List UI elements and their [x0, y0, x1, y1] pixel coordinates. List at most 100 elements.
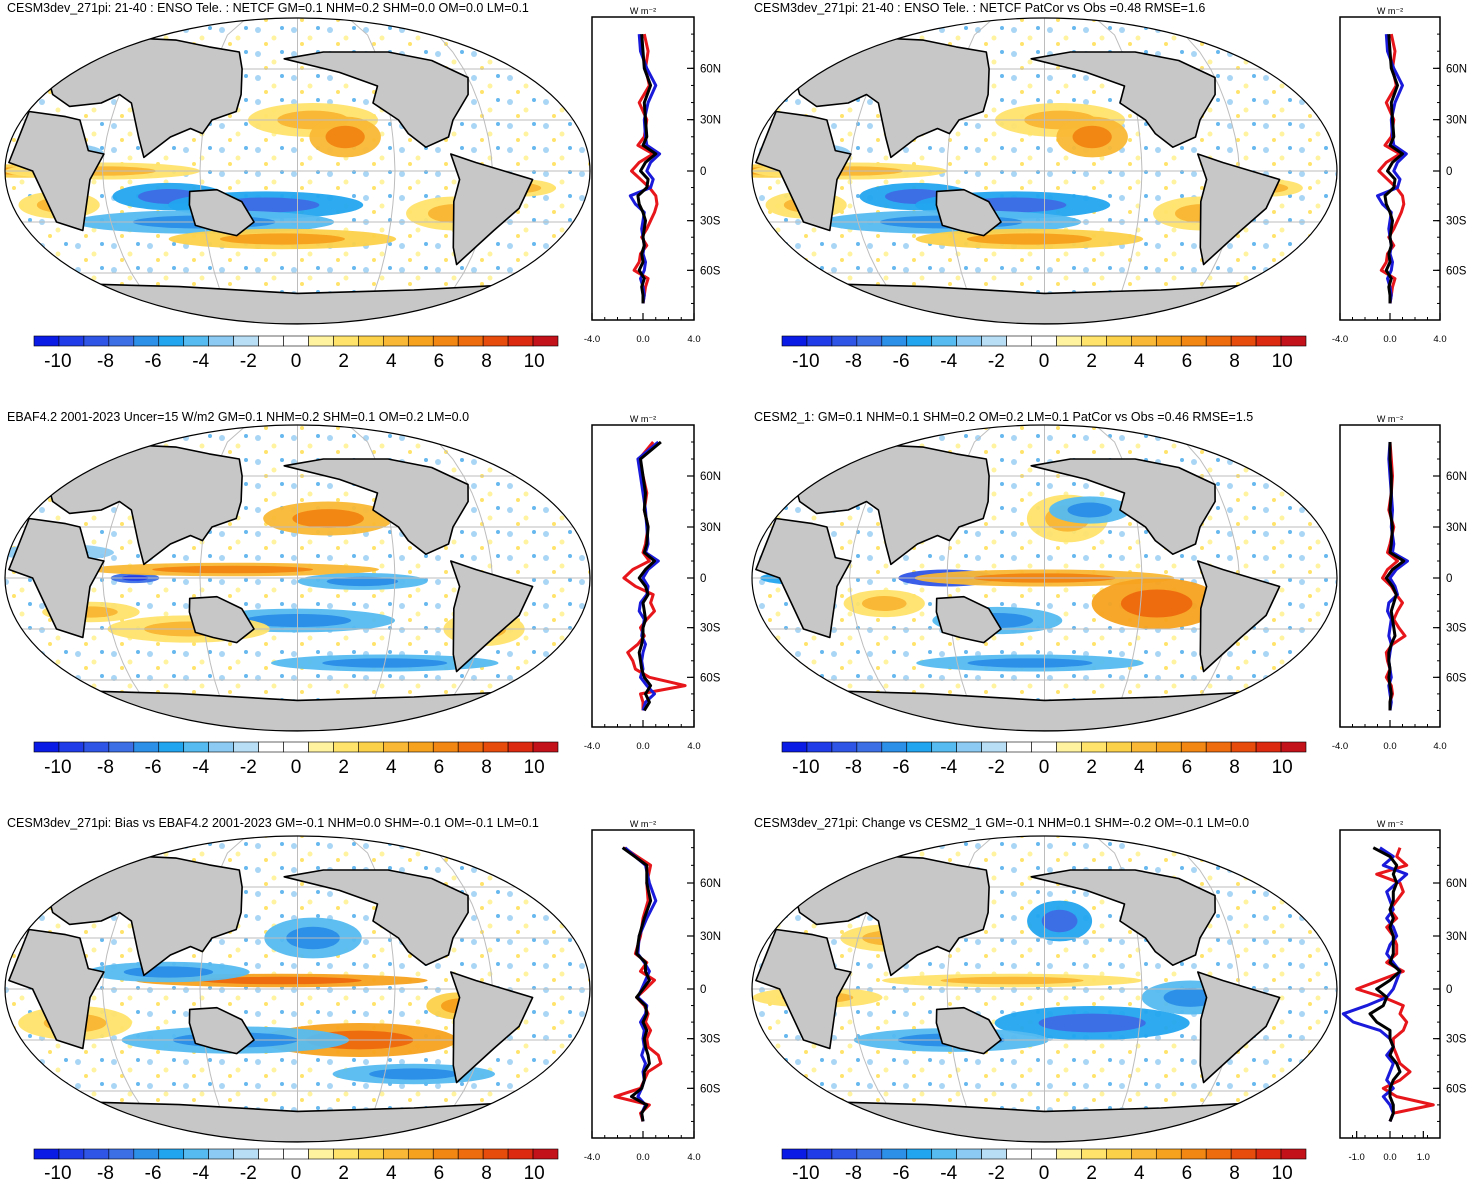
- colorbar-tick-label: -2: [988, 1163, 1005, 1184]
- colorbar-swatch: [1280, 1148, 1307, 1160]
- profile-units: W m⁻²: [630, 6, 656, 16]
- colorbar: -10 -8 -6 -4 -2 0 2 4 6 8 10: [781, 741, 1307, 778]
- colorbar-swatch: [58, 335, 85, 347]
- colorbar-tick-label: -2: [988, 757, 1005, 778]
- colorbar-tick-label: 6: [434, 351, 445, 372]
- colorbar-swatch: [83, 335, 110, 347]
- lat-tick-label: 30S: [700, 216, 721, 228]
- map-outline: [4, 835, 591, 1143]
- x-tick-label: 1.0: [1417, 1152, 1430, 1163]
- anomaly-core: [123, 966, 214, 978]
- colorbar-swatch: [33, 741, 60, 753]
- map-outline: [4, 424, 591, 732]
- x-tick-label: -4.0: [584, 741, 600, 752]
- x-tick-label: 4.0: [687, 1152, 700, 1163]
- colorbar-tick-label: 10: [1272, 757, 1293, 778]
- colorbar-swatch: [507, 741, 534, 753]
- land-eurasia: [40, 855, 243, 977]
- colorbar-tick-label: 4: [1134, 351, 1145, 372]
- zonal-profile: W m⁻² 60N 30N 0 30S 60S -4.0 0.0 4.0: [584, 819, 721, 1163]
- colorbar-swatch: [1106, 741, 1132, 753]
- map-field: [5, 425, 590, 731]
- panel: CESM3dev_271pi: 21-40 : ENSO Tele. : NET…: [751, 1, 1467, 372]
- colorbar-swatch: [83, 1148, 110, 1160]
- colorbar-tick-label: 8: [1229, 1163, 1240, 1184]
- anomaly-core: [152, 565, 314, 574]
- land-eurasia: [40, 444, 243, 566]
- colorbar-swatch: [133, 335, 160, 347]
- colorbar-swatch: [482, 1148, 509, 1160]
- colorbar-swatch: [881, 1148, 908, 1160]
- colorbar-tick-label: -4: [192, 1163, 209, 1184]
- colorbar-tick-label: -10: [44, 1163, 71, 1184]
- land-namerica: [1030, 51, 1216, 148]
- x-tick-label: 0.0: [636, 1152, 649, 1163]
- colorbar-swatch: [482, 335, 509, 347]
- colorbar-swatch: [1205, 1148, 1232, 1160]
- x-tick-label: 0.0: [1383, 1152, 1396, 1163]
- land-samerica: [450, 560, 534, 673]
- panel-title: CESM3dev_271pi: 21-40 : ENSO Tele. : NET…: [754, 1, 1205, 15]
- profile-line-model: [613, 846, 663, 1122]
- panel: CESM3dev_271pi: 21-40 : ENSO Tele. : NET…: [4, 1, 721, 372]
- anomaly-core: [1041, 909, 1078, 933]
- lat-tick-label: 60S: [1446, 265, 1467, 277]
- colorbar-swatch: [856, 741, 883, 753]
- land-samerica: [1197, 153, 1281, 266]
- colorbar-swatch: [258, 1148, 284, 1160]
- profile-units: W m⁻²: [1377, 414, 1403, 424]
- map-outline: [751, 17, 1338, 325]
- colorbar-swatch: [1106, 335, 1132, 347]
- colorbar-swatch: [1081, 1148, 1107, 1160]
- colorbar-swatch: [83, 741, 110, 753]
- zonal-profile: W m⁻² 60N 30N 0 30S 60S -1.0 0.0 1.0: [1339, 819, 1467, 1163]
- lat-tick-label: 60S: [700, 265, 721, 277]
- colorbar-swatch: [831, 1148, 858, 1160]
- colorbar-swatch: [233, 741, 259, 753]
- colorbar-tick-label: 6: [1182, 1163, 1193, 1184]
- colorbar-swatch: [856, 335, 883, 347]
- x-tick-label: -4.0: [584, 1152, 600, 1163]
- colorbar-swatch: [183, 335, 209, 347]
- anomaly-core: [325, 125, 365, 149]
- profile-units: W m⁻²: [1377, 819, 1403, 829]
- land-africa: [8, 110, 105, 232]
- lat-tick-label: 30S: [700, 623, 721, 635]
- land-samerica: [450, 971, 534, 1084]
- land-namerica: [283, 458, 469, 555]
- anomaly-core: [1067, 502, 1113, 518]
- colorbar-tick-label: -6: [893, 757, 910, 778]
- lat-tick-label: 60N: [700, 471, 721, 483]
- colorbar-tick-label: -6: [893, 1163, 910, 1184]
- colorbar-swatch: [1180, 741, 1207, 753]
- land-eurasia: [787, 444, 990, 566]
- colorbar-tick-label: -8: [97, 757, 114, 778]
- x-tick-label: 0.0: [1383, 741, 1396, 752]
- colorbar-swatch: [457, 335, 484, 347]
- colorbar-swatch: [208, 741, 234, 753]
- colorbar-tick-label: 0: [1039, 1163, 1050, 1184]
- colorbar-tick-label: 6: [1182, 757, 1193, 778]
- colorbar-swatch: [1056, 335, 1082, 347]
- colorbar-tick-label: -4: [192, 351, 209, 372]
- land-namerica: [283, 51, 469, 148]
- colorbar-tick-label: -8: [845, 351, 862, 372]
- colorbar-swatch: [881, 335, 908, 347]
- land-eurasia: [40, 37, 243, 159]
- lat-tick-label: 30S: [1446, 216, 1467, 228]
- profile-line-mean: [636, 33, 658, 304]
- colorbar-swatch: [58, 1148, 85, 1160]
- colorbar-swatch: [407, 335, 434, 347]
- profile-units: W m⁻²: [630, 819, 656, 829]
- profile-line-mean: [637, 440, 662, 712]
- colorbar-swatch: [532, 1148, 559, 1160]
- colorbar-tick-label: -6: [145, 351, 162, 372]
- profile-line-model: [622, 441, 687, 711]
- lat-tick-label: 30N: [700, 522, 721, 534]
- colorbar-swatch: [158, 741, 185, 753]
- colorbar-swatch: [1280, 335, 1307, 347]
- colorbar-tick-label: -10: [792, 757, 819, 778]
- map-outline: [4, 17, 591, 325]
- colorbar-swatch: [482, 741, 509, 753]
- colorbar-swatch: [358, 741, 384, 753]
